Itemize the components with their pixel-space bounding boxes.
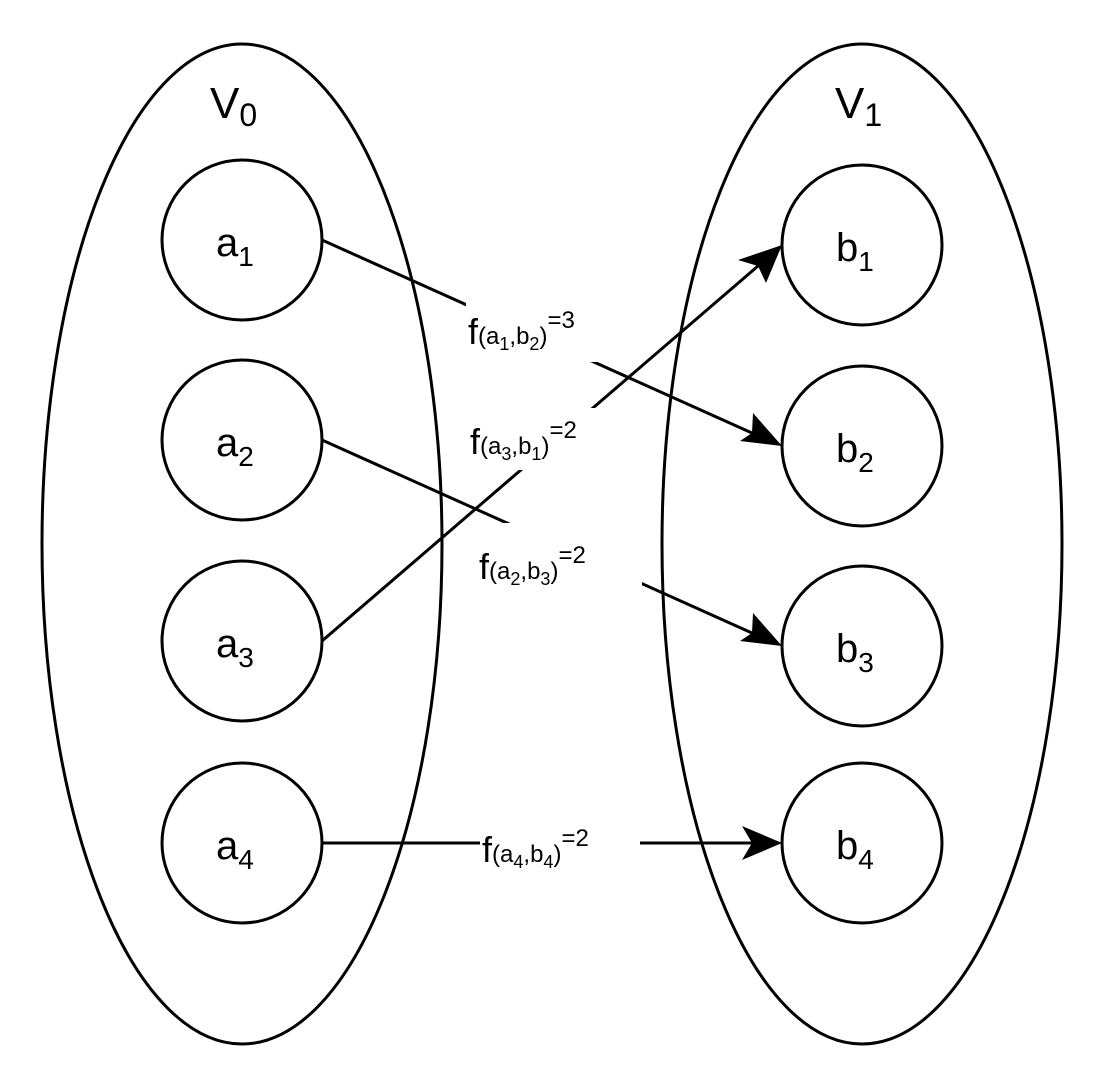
set-v0-label: V0 <box>210 79 257 133</box>
edge-a3-b1-label-bg <box>468 408 634 470</box>
edge-a2-b3-label: f(a2,b3)=2 <box>479 542 586 589</box>
edge-a1-b2-arrowhead <box>740 413 782 446</box>
edge-a3-b1-label: f(a3,b1)=2 <box>470 417 577 464</box>
node-a4-label: a4 <box>216 824 254 875</box>
node-a4-circle <box>160 761 324 925</box>
edge-a2-b3-label-bg <box>476 523 642 585</box>
set-v1-ellipse <box>660 42 1064 1046</box>
node-a3-label: a3 <box>216 622 254 673</box>
node-a2-circle <box>160 358 324 522</box>
node-b3-circle <box>780 564 944 728</box>
edge-a2-b3-arrowhead <box>740 613 782 646</box>
edge-a4-b4-label: f(a4,b4)=2 <box>482 825 589 872</box>
node-b1-label: b1 <box>836 226 874 277</box>
node-a1-label: a1 <box>216 221 254 272</box>
edge-a4-b4-label-bg <box>480 815 640 873</box>
node-b2-circle <box>780 364 944 528</box>
node-a2-label: a2 <box>216 421 254 472</box>
edge-a1-b2-label-bg <box>466 300 632 362</box>
node-b4-circle <box>780 761 944 925</box>
node-a1-circle <box>160 158 324 322</box>
node-a3-circle <box>160 559 324 723</box>
edge-a3-b1-arrowhead <box>738 245 782 283</box>
node-b4-label: b4 <box>836 824 874 875</box>
node-b2-label: b2 <box>836 427 874 478</box>
node-b3-label: b3 <box>836 627 874 678</box>
node-b1-circle <box>780 163 944 327</box>
set-v0-ellipse <box>40 42 444 1046</box>
edge-a1-b2-label: f(a1,b2)=3 <box>468 307 575 354</box>
edge-a4-b4-arrowhead <box>742 826 782 860</box>
set-v1-label: V1 <box>835 79 882 133</box>
